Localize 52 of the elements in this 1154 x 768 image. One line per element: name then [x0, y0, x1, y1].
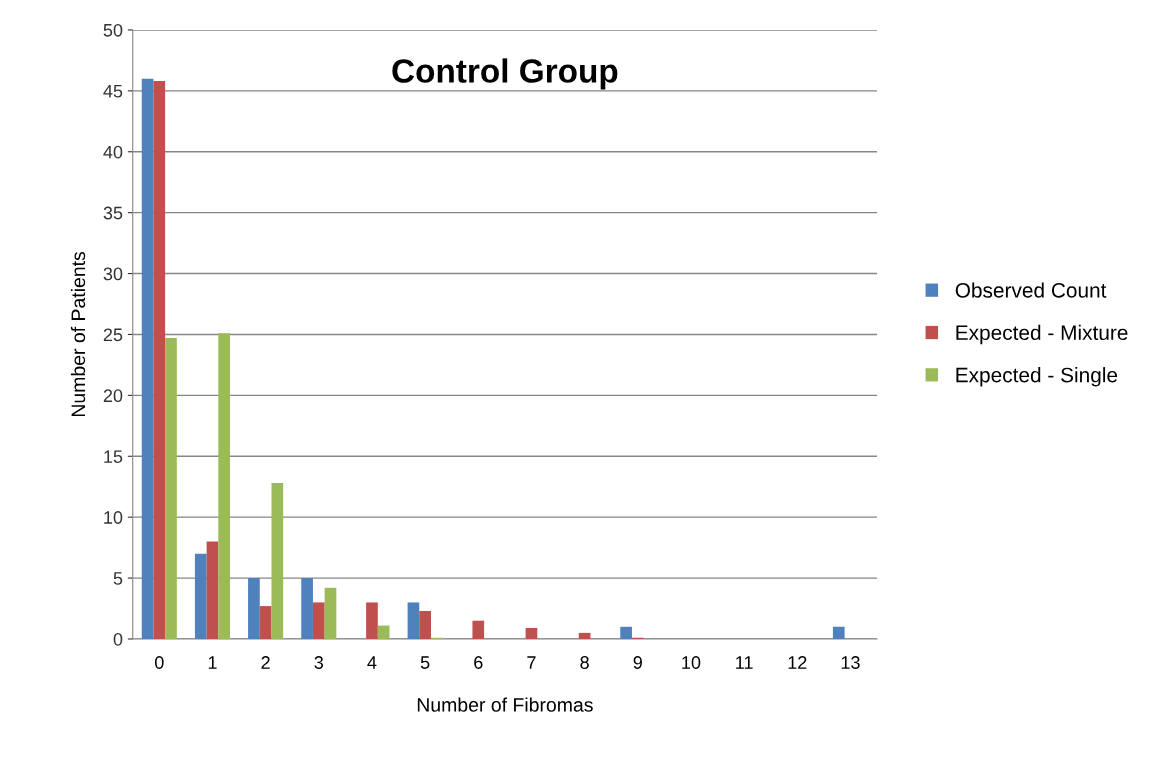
bar: [153, 81, 166, 639]
legend-label: Observed Count: [955, 282, 1107, 298]
y-tick-label: 25: [103, 328, 123, 342]
x-tick-label: 5: [420, 656, 430, 669]
bar: [472, 620, 485, 639]
x-tick-label: 4: [367, 656, 377, 669]
bar: [578, 632, 591, 639]
y-tick-label: 40: [103, 145, 123, 159]
x-tick-label: 2: [261, 656, 270, 669]
bar: [312, 602, 325, 639]
x-tick-label: 8: [580, 656, 589, 669]
bar: [366, 602, 378, 639]
bar: [419, 610, 431, 639]
bar: [525, 628, 538, 639]
bar: [620, 626, 632, 639]
bar: [324, 587, 337, 639]
legend-label: Expected - Mixture: [956, 324, 1128, 345]
x-tick-label: 10: [682, 656, 701, 669]
bar: [259, 606, 272, 639]
y-tick-label: 5: [113, 572, 123, 585]
x-tick-label: 0: [154, 656, 164, 669]
bar: [271, 483, 284, 639]
bar: [206, 541, 219, 639]
bar: [377, 625, 390, 639]
y-tick-label: 35: [103, 206, 123, 220]
y-axis-title: Number of Patients: [70, 251, 86, 417]
x-axis-title: Number of Fibromas: [417, 697, 593, 712]
bar: [218, 333, 230, 639]
bar: [141, 78, 154, 639]
y-tick-label: 15: [104, 450, 123, 463]
bar: [165, 338, 177, 639]
x-tick-label: 11: [736, 656, 753, 669]
y-tick-label: 10: [104, 511, 123, 524]
y-tick-label: 30: [103, 267, 123, 281]
x-tick-label: 12: [788, 656, 807, 669]
y-tick-label: 45: [103, 84, 123, 98]
y-tick-label: 20: [103, 389, 123, 403]
x-tick-label: 3: [314, 656, 324, 669]
y-tick-label: 50: [103, 23, 123, 37]
legend-label: Expected - Single: [956, 367, 1118, 387]
x-tick-label: 13: [841, 656, 860, 669]
y-tick-label: 0: [113, 632, 123, 646]
x-tick-label: 6: [474, 656, 483, 669]
bar: [832, 626, 845, 639]
bar: [248, 578, 260, 639]
bar: [407, 602, 420, 639]
bar: [194, 553, 207, 639]
x-tick-label: 9: [633, 656, 642, 669]
text: Control Group: [392, 58, 618, 90]
bar: [301, 578, 313, 639]
x-tick-label: 1: [208, 656, 217, 669]
x-tick-label: 7: [527, 656, 536, 669]
